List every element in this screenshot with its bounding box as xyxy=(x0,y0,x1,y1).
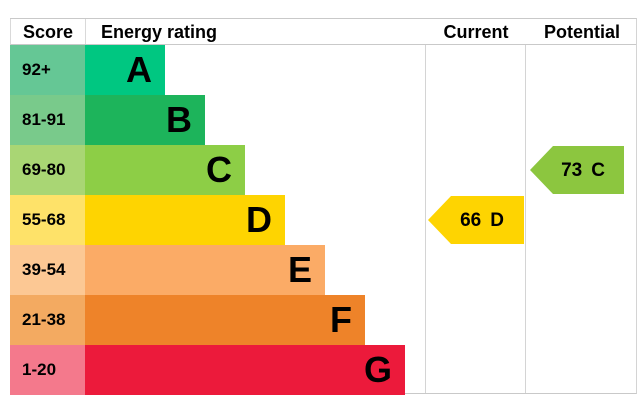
band-bar: G xyxy=(85,345,405,395)
band-score-range: 92+ xyxy=(10,45,85,95)
epc-rating-chart: Score Energy rating Current Potential 92… xyxy=(10,18,637,395)
band-score-range: 55-68 xyxy=(10,195,85,245)
current-rating-arrow: 66 D xyxy=(428,196,524,244)
chart-header-row: Score Energy rating Current Potential xyxy=(10,19,636,45)
potential-band-letter: C xyxy=(591,159,605,181)
band-row: 39-54 E xyxy=(10,245,636,295)
band-bar: E xyxy=(85,245,325,295)
current-score-value: 66 xyxy=(460,209,482,231)
band-score-range: 21-38 xyxy=(10,295,85,345)
band-bar: A xyxy=(85,45,165,95)
potential-column-divider xyxy=(525,19,526,393)
band-row: 81-91 B xyxy=(10,95,636,145)
band-row: 55-68 D xyxy=(10,195,636,245)
potential-rating-arrow: 73 C xyxy=(530,146,624,194)
band-bar: B xyxy=(85,95,205,145)
potential-column-header: Potential xyxy=(543,21,620,42)
band-row: 21-38 F xyxy=(10,295,636,345)
rating-bands-area: 92+ A 81-91 B 69-80 C 55-68 D 39-54 E 21… xyxy=(10,45,636,395)
current-band-letter: D xyxy=(490,209,504,231)
current-column-header: Current xyxy=(443,21,509,42)
energy-rating-column-header: Energy rating xyxy=(101,21,218,42)
band-score-range: 1-20 xyxy=(10,345,85,395)
band-score-range: 81-91 xyxy=(10,95,85,145)
current-column-divider xyxy=(425,19,426,393)
potential-score-value: 73 xyxy=(561,159,583,181)
score-column-header: Score xyxy=(11,19,86,44)
band-score-range: 39-54 xyxy=(10,245,85,295)
band-bar: F xyxy=(85,295,365,345)
band-bar: C xyxy=(85,145,245,195)
band-row: 69-80 C xyxy=(10,145,636,195)
band-row: 92+ A xyxy=(10,45,636,95)
band-score-range: 69-80 xyxy=(10,145,85,195)
band-bar: D xyxy=(85,195,285,245)
band-row: 1-20 G xyxy=(10,345,636,395)
